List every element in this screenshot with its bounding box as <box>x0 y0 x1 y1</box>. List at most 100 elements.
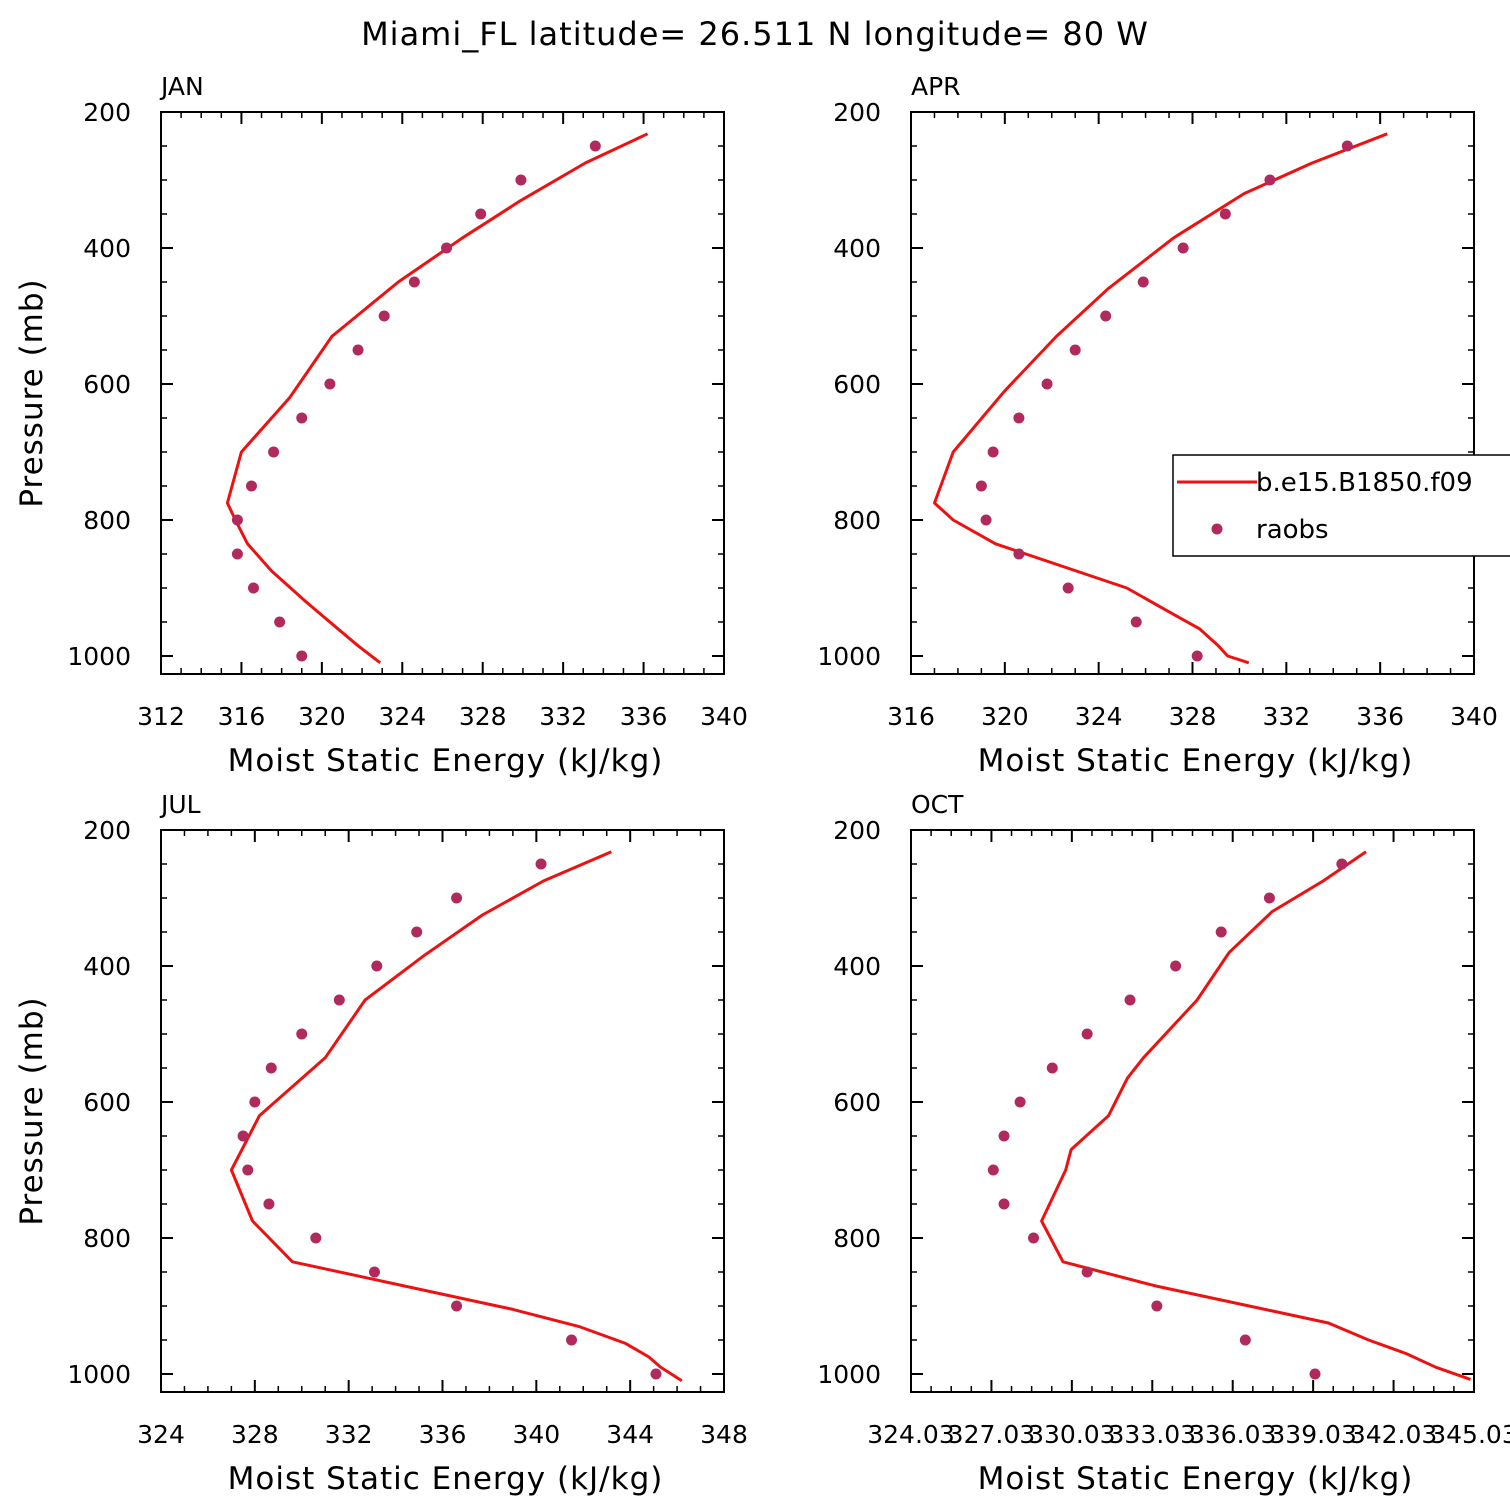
raobs-point <box>1239 1334 1251 1346</box>
raobs-point <box>1028 1232 1040 1244</box>
raobs-point <box>352 344 364 356</box>
series-model-line <box>1040 850 1471 1381</box>
raobs-point <box>475 208 487 220</box>
panel-label: OCT <box>911 790 964 819</box>
x-tick-label: 336.03 <box>1189 1420 1276 1449</box>
plot-frame <box>160 829 725 1393</box>
x-tick-label: 348 <box>700 1420 748 1449</box>
y-tick-label: 1000 <box>67 642 131 671</box>
raobs-point <box>1191 650 1203 662</box>
panel-label: JUL <box>159 790 201 819</box>
raobs-point <box>371 960 383 972</box>
raobs-point <box>296 650 308 662</box>
series-model-line <box>225 132 649 664</box>
x-tick-label: 332 <box>325 1420 373 1449</box>
raobs-point <box>451 1300 463 1312</box>
panel-jul: JUL 324 328 332 336 340 344 348 200 400 600 800 1000… <box>14 790 748 1497</box>
raobs-point <box>1100 310 1112 322</box>
raobs-point <box>1081 1028 1093 1040</box>
raobs-point <box>1081 1266 1093 1278</box>
raobs-point <box>1137 276 1149 288</box>
raobs-point <box>987 1164 999 1176</box>
raobs-point <box>1041 378 1053 390</box>
x-tick-label: 339.03 <box>1269 1420 1356 1449</box>
y-tick-label: 1000 <box>67 1360 131 1389</box>
x-tick-label: 336 <box>620 702 668 731</box>
y-tick-label: 200 <box>833 98 881 127</box>
raobs-point <box>1046 1062 1058 1074</box>
x-axis-label: Moist Static Energy (kJ/kg) <box>228 1461 664 1497</box>
y-tick-label: 1000 <box>817 1360 881 1389</box>
plot-frame <box>910 829 1475 1393</box>
raobs-point <box>998 1130 1010 1142</box>
raobs-point <box>247 582 259 594</box>
y-tick-label: 800 <box>833 1224 881 1253</box>
x-tick-label: 328 <box>231 1420 279 1449</box>
raobs-point <box>237 1130 249 1142</box>
raobs-point <box>1013 548 1025 560</box>
x-tick-label: 312 <box>137 702 185 731</box>
raobs-point <box>1014 1096 1026 1108</box>
x-tick-label: 340 <box>700 702 748 731</box>
x-axis-label: Moist Static Energy (kJ/kg) <box>228 743 664 779</box>
raobs-point <box>650 1368 662 1380</box>
raobs-point <box>987 446 999 458</box>
raobs-point <box>1013 412 1025 424</box>
raobs-point <box>249 1096 261 1108</box>
raobs-point <box>1264 174 1276 186</box>
x-tick-label: 344 <box>606 1420 654 1449</box>
raobs-point <box>242 1164 254 1176</box>
raobs-point <box>274 616 286 628</box>
raobs-point <box>324 378 336 390</box>
x-tick-label: 324 <box>378 702 426 731</box>
y-tick-label: 400 <box>83 234 131 263</box>
x-tick-label: 328 <box>459 702 507 731</box>
legend-raobs-label: raobs <box>1256 515 1329 545</box>
y-tick-label: 200 <box>83 816 131 845</box>
panels: JAN 312 316 320 324 328 332 336 340 200 400 600 800 1… <box>14 72 1510 1497</box>
x-tick-label: 332 <box>539 702 587 731</box>
raobs-point <box>268 446 280 458</box>
raobs-point <box>378 310 390 322</box>
plot-frame <box>160 111 725 675</box>
raobs-point <box>566 1334 578 1346</box>
plot-frame <box>910 111 1475 675</box>
raobs-point <box>975 480 987 492</box>
raobs-point <box>296 1028 308 1040</box>
x-tick-label: 320 <box>981 702 1029 731</box>
chart-title: Miami_FL latitude= 26.511 N longitude= 8… <box>361 15 1149 53</box>
y-tick-label: 600 <box>83 1088 131 1117</box>
raobs-point <box>1336 858 1348 870</box>
raobs-point <box>231 548 243 560</box>
raobs-point <box>441 242 453 254</box>
x-tick-label: 316 <box>218 702 266 731</box>
x-tick-label: 336 <box>419 1420 467 1449</box>
raobs-point <box>980 514 992 526</box>
raobs-point <box>368 1266 380 1278</box>
panel-label: APR <box>911 72 961 101</box>
raobs-point <box>263 1198 275 1210</box>
y-tick-label: 400 <box>833 952 881 981</box>
raobs-point <box>245 480 257 492</box>
raobs-point <box>1130 616 1142 628</box>
x-tick-label: 336 <box>1356 702 1404 731</box>
y-tick-label: 600 <box>833 370 881 399</box>
y-axis-label: Pressure (mb) <box>14 996 50 1225</box>
raobs-point <box>1219 208 1231 220</box>
raobs-point <box>231 514 243 526</box>
x-tick-label: 345.03 <box>1430 1420 1510 1449</box>
x-axis-label: Moist Static Energy (kJ/kg) <box>978 1461 1414 1497</box>
legend-model-label: b.e15.B1850.f09 <box>1256 468 1473 498</box>
y-tick-label: 800 <box>833 506 881 535</box>
panel-apr: APR 316 320 324 328 332 336 340 200 400 600 800 1000… <box>817 72 1497 779</box>
x-tick-label: 332 <box>1262 702 1310 731</box>
raobs-point <box>296 412 308 424</box>
raobs-point <box>1062 582 1074 594</box>
raobs-point <box>408 276 420 288</box>
raobs-point <box>451 892 463 904</box>
raobs-point <box>515 174 527 186</box>
x-tick-label: 328 <box>1169 702 1217 731</box>
panel-jan: JAN 312 316 320 324 328 332 336 340 200 400 600 800 1… <box>14 72 748 779</box>
x-tick-label: 340 <box>512 1420 560 1449</box>
x-tick-label: 316 <box>887 702 935 731</box>
